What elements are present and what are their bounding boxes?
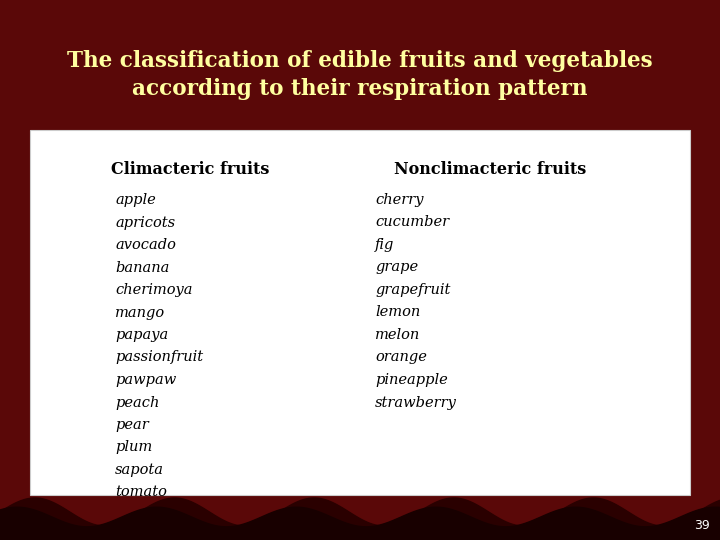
Text: strawberry: strawberry — [375, 395, 457, 409]
Text: mango: mango — [115, 306, 165, 320]
Text: peach: peach — [115, 395, 159, 409]
Text: grape: grape — [375, 260, 418, 274]
Text: tomato: tomato — [115, 485, 167, 500]
Text: sapota: sapota — [115, 463, 164, 477]
Text: passionfruit: passionfruit — [115, 350, 203, 365]
Text: apple: apple — [115, 193, 156, 207]
Text: orange: orange — [375, 350, 427, 365]
Text: pear: pear — [115, 418, 149, 432]
Text: The classification of edible fruits and vegetables
according to their respiratio: The classification of edible fruits and … — [67, 50, 653, 100]
Text: melon: melon — [375, 328, 420, 342]
Text: fig: fig — [375, 238, 395, 252]
Text: Climacteric fruits: Climacteric fruits — [111, 161, 269, 179]
Text: banana: banana — [115, 260, 169, 274]
Text: avocado: avocado — [115, 238, 176, 252]
Text: papaya: papaya — [115, 328, 168, 342]
Text: Nonclimacteric fruits: Nonclimacteric fruits — [394, 161, 586, 179]
Text: 39: 39 — [694, 519, 710, 532]
Text: cucumber: cucumber — [375, 215, 449, 230]
Text: cherry: cherry — [375, 193, 423, 207]
Text: apricots: apricots — [115, 215, 175, 230]
FancyBboxPatch shape — [30, 130, 690, 495]
Text: pawpaw: pawpaw — [115, 373, 176, 387]
Text: lemon: lemon — [375, 306, 420, 320]
Text: cherimoya: cherimoya — [115, 283, 192, 297]
Text: pineapple: pineapple — [375, 373, 448, 387]
Text: grapefruit: grapefruit — [375, 283, 451, 297]
Text: plum: plum — [115, 441, 152, 455]
